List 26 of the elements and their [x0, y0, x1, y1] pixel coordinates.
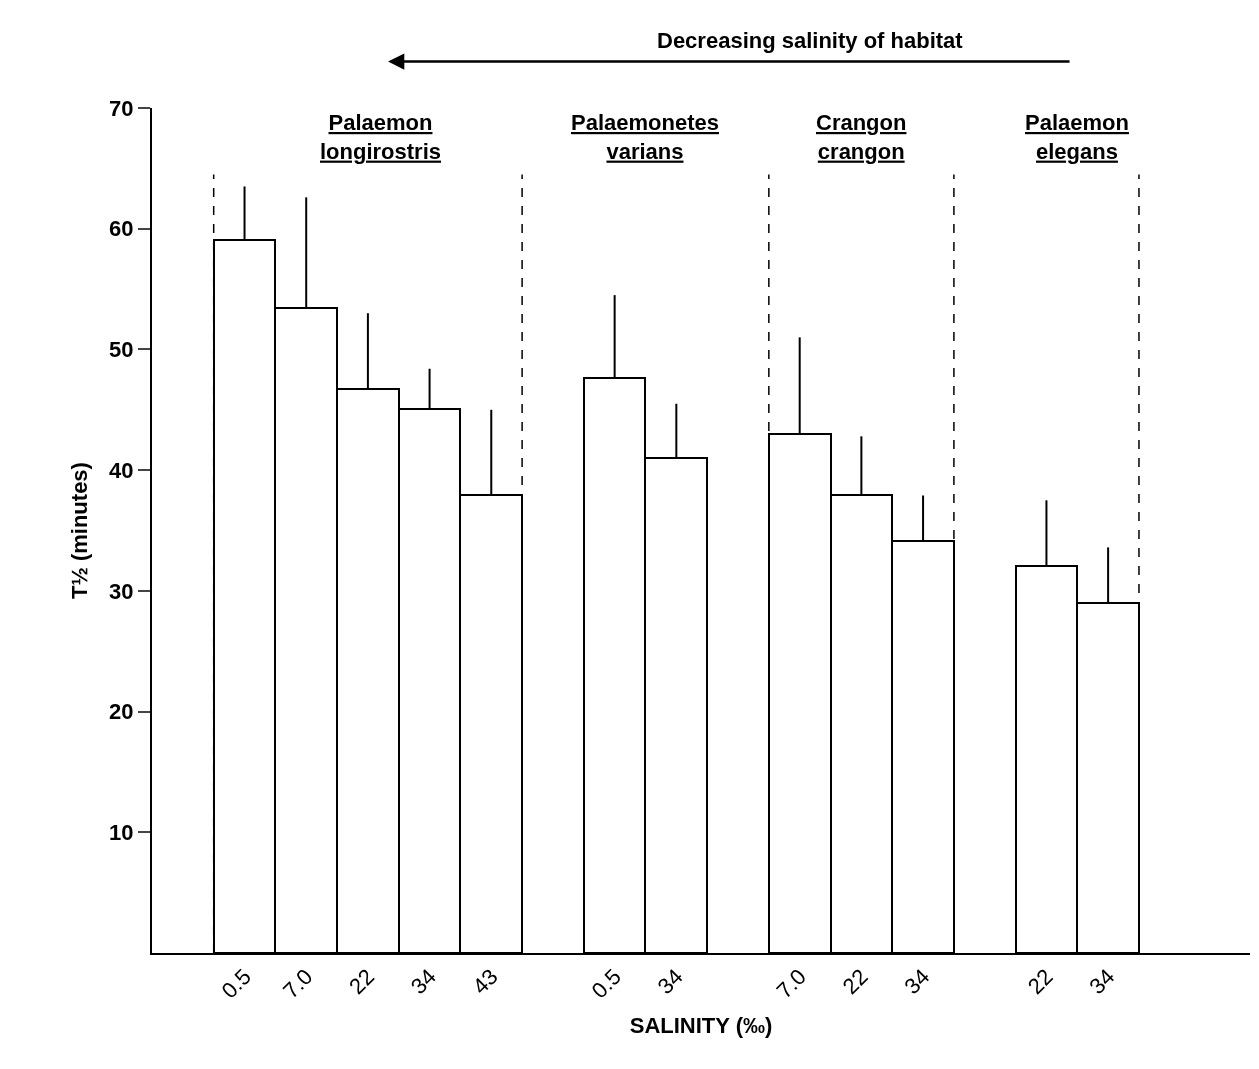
x-tick-label: 22	[1022, 964, 1058, 1000]
y-tick-label: 30	[109, 578, 134, 604]
x-tick-label: 34	[899, 964, 935, 1000]
y-tick-label: 60	[109, 216, 134, 242]
annotation: Palaemonetes varians	[571, 110, 719, 164]
x-tick-label: 22	[344, 964, 380, 1000]
x-tick-label: 43	[467, 964, 503, 1000]
annotation: Crangon crangon	[816, 110, 907, 164]
x-tick-label: 7.0	[278, 964, 318, 1004]
x-tick-label: 0.5	[216, 964, 256, 1004]
x-tick-label: 34	[652, 964, 688, 1000]
y-axis-title: T½ (minutes)	[67, 462, 93, 599]
y-tick-label: 10	[109, 819, 134, 845]
x-tick-label: 7.0	[771, 964, 812, 1004]
y-tick-label: 20	[109, 699, 134, 725]
x-axis-title: SALINITY (‰)	[629, 1012, 773, 1038]
annotation: Palaemon longirostris	[320, 110, 442, 164]
x-tick-label: 34	[405, 964, 441, 1000]
y-tick-label: 40	[109, 457, 134, 483]
x-tick-label: 0.5	[586, 964, 626, 1004]
x-tick-label: 34	[1084, 964, 1120, 1000]
x-tick-label: 22	[837, 964, 873, 1000]
annotation: Palaemon elegans	[1025, 110, 1129, 164]
y-tick-label: 50	[109, 337, 134, 363]
text: Decreasing salinity of habitat	[657, 28, 964, 53]
y-tick-label: 70	[109, 95, 134, 121]
